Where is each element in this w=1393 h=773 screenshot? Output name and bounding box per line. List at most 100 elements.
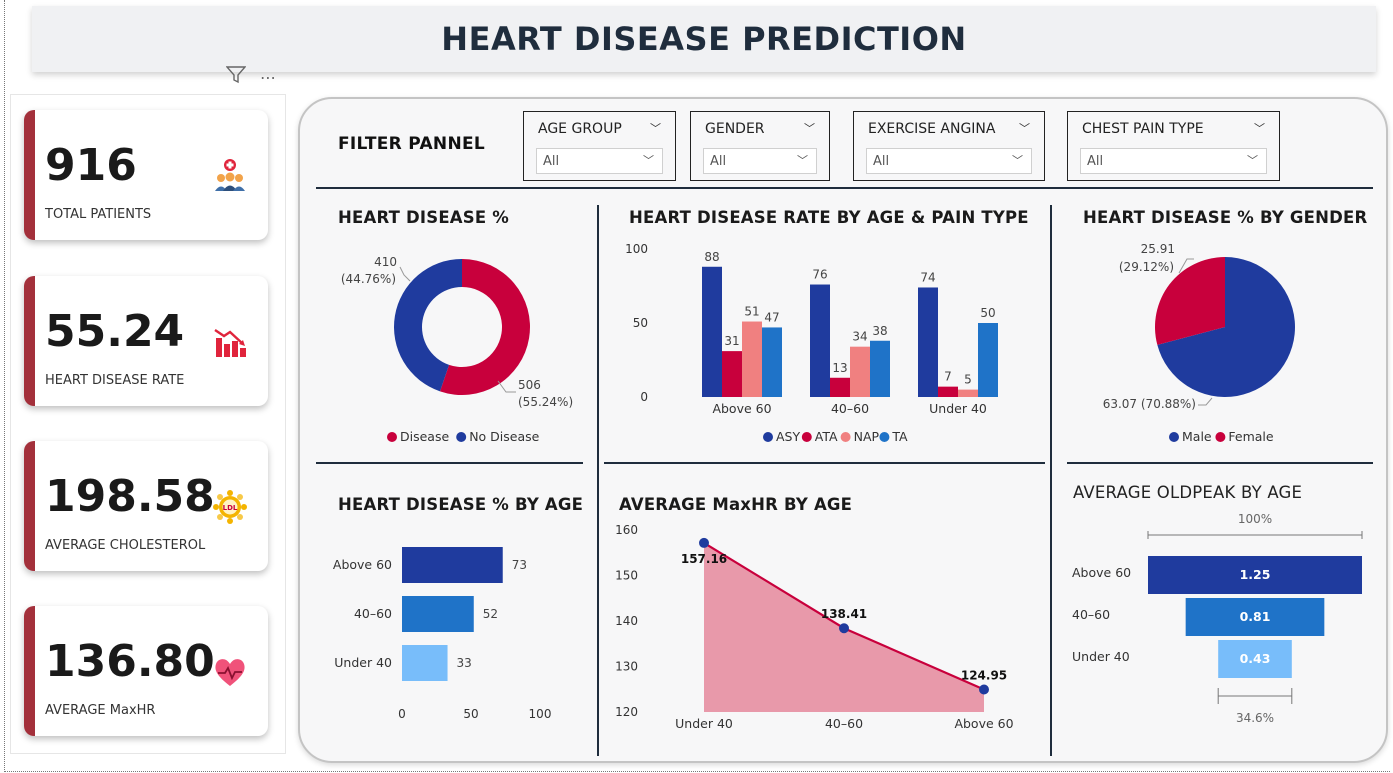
chevron-down-icon[interactable]: ﹀ [1012,154,1023,167]
divider [1050,205,1052,756]
x-tick-label: 40–60 [831,401,869,416]
legend-marker [840,432,851,442]
funnel-chart: 100% 1.25 Above 60 0.81 40–60 0.43 Under 40 34.… [1072,512,1363,725]
legend-label: Male [1182,429,1212,444]
data-point [699,537,709,548]
legend-label: ASY [776,429,800,444]
y-tick-label: 0 [640,390,648,404]
kpi-value: 55.24 [45,306,185,357]
legend-label: No Disease [469,429,539,444]
chevron-down-icon[interactable]: ﹀ [797,154,808,167]
leader-line [1178,258,1194,274]
divider [604,462,1045,464]
data-label: 63.07 (70.88%) [1103,397,1196,411]
kpi-card-average-maxhr: 136.80 AVERAGE MaxHR [24,606,268,736]
slicer-value: All [873,154,890,169]
bar-nap [850,346,870,397]
area-fill [704,542,984,712]
slicer-gender[interactable]: GENDER ﹀ All ﹀ [690,111,830,181]
data-label: 1.25 [1240,567,1271,582]
funnel-bar [1148,556,1362,594]
kpi-card-heart-disease-rate: 55.24 HEART DISEASE RATE [24,276,268,406]
bar [402,645,448,681]
bar-nap [742,321,762,397]
data-label: 51 [744,305,759,319]
chevron-down-icon[interactable]: ﹀ [650,122,661,135]
data-label: 50 [980,306,995,320]
funnel-bracket [1217,688,1293,704]
data-label: 74 [920,270,935,284]
legend-marker [456,432,467,442]
slicer-title: CHEST PAIN TYPE [1082,121,1204,137]
x-tick-label: 0 [398,707,406,721]
x-tick-label: Above 60 [954,716,1013,731]
chart-title: HEART DISEASE % [338,208,510,227]
x-tick-label: 40–60 [825,716,863,731]
slicer-dropdown[interactable]: All ﹀ [866,148,1032,174]
y-tick-label: 100 [625,242,648,256]
kpi-value: 136.80 [45,636,215,687]
slicer-dropdown[interactable]: All ﹀ [703,148,817,174]
bar-asy [702,266,722,397]
divider [597,205,599,756]
kpi-panel [10,94,286,754]
kpi-card-total-patients: 916 TOTAL PATIENTS [24,110,268,240]
chevron-down-icon[interactable]: ﹀ [1254,122,1265,135]
data-label: 157.16 [681,552,727,566]
data-label: 5 [964,373,972,387]
legend-marker [763,432,773,442]
donut-chart: 506 (55.24%) 410 (44.76%) Disease No Disease [341,255,573,444]
slicer-title: AGE GROUP [538,121,622,137]
data-label: (44.76%) [341,272,396,286]
kpi-label: HEART DISEASE RATE [45,373,185,388]
data-label: 506 [518,378,541,392]
data-label: 0.43 [1240,651,1271,666]
data-label: 25.91 [1141,242,1175,256]
y-tick-label: Above 60 [333,557,392,572]
more-options-icon[interactable]: ⋯ [260,67,277,87]
chevron-down-icon[interactable]: ﹀ [1019,122,1030,135]
chart-title: AVERAGE MaxHR BY AGE [619,495,853,514]
chevron-down-icon[interactable]: ﹀ [1247,154,1258,167]
leader-line [497,380,516,393]
y-tick-label: 140 [615,614,638,628]
divider [316,187,1373,189]
pie-chart: 25.91 (29.12%) 63.07 (70.88%) Male Female [1103,242,1295,444]
chart-down-icon [214,329,246,357]
chevron-down-icon[interactable]: ﹀ [804,122,815,135]
slicer-chest-pain-type[interactable]: CHEST PAIN TYPE ﹀ All ﹀ [1067,111,1280,181]
chart-title: HEART DISEASE % BY GENDER [1083,208,1368,227]
data-label: 47 [764,310,779,324]
chevron-down-icon[interactable]: ﹀ [643,154,654,167]
data-label: 33 [457,656,472,670]
slicer-age-group[interactable]: AGE GROUP ﹀ All ﹀ [523,111,676,181]
legend-marker [879,432,890,442]
bar-nap [958,389,978,397]
page-title: HEART DISEASE PREDICTION [441,20,967,58]
leader-line [1198,397,1213,406]
slicer-value: All [1087,154,1104,169]
data-label: 38 [872,324,887,338]
slicer-value: All [543,154,560,169]
visual-header: ⋯ [225,66,277,88]
slicer-dropdown[interactable]: All ﹀ [536,148,663,174]
kpi-value: 916 [45,140,137,191]
svg-text:LDL: LDL [223,504,238,512]
horizontal-bar-chart: Above 60 73 40–60 52 Under 40 33 0 50 100 [333,547,551,721]
legend-label: Disease [400,429,449,444]
bar-ta [870,340,890,397]
data-label: 13 [832,361,847,375]
bar-ta [762,327,782,397]
patients-icon [215,159,245,191]
donut-slice-no-disease [393,259,462,392]
clustered-bar-chart: 100 50 0 88 31 51 47 Above 60 76 13 34 38 40–60 74 7 5 5… [625,242,998,444]
slicer-dropdown[interactable]: All ﹀ [1080,148,1267,174]
legend-label: NAP [854,429,880,444]
data-label: 73 [512,558,527,572]
slicer-exercise-angina[interactable]: EXERCISE ANGINA ﹀ All ﹀ [853,111,1045,181]
report-header: HEART DISEASE PREDICTION [32,6,1376,72]
funnel-bar [1218,640,1292,678]
chart-title: HEART DISEASE % BY AGE [338,495,584,514]
filter-icon[interactable] [225,66,247,88]
y-tick-label: Under 40 [1072,649,1130,664]
